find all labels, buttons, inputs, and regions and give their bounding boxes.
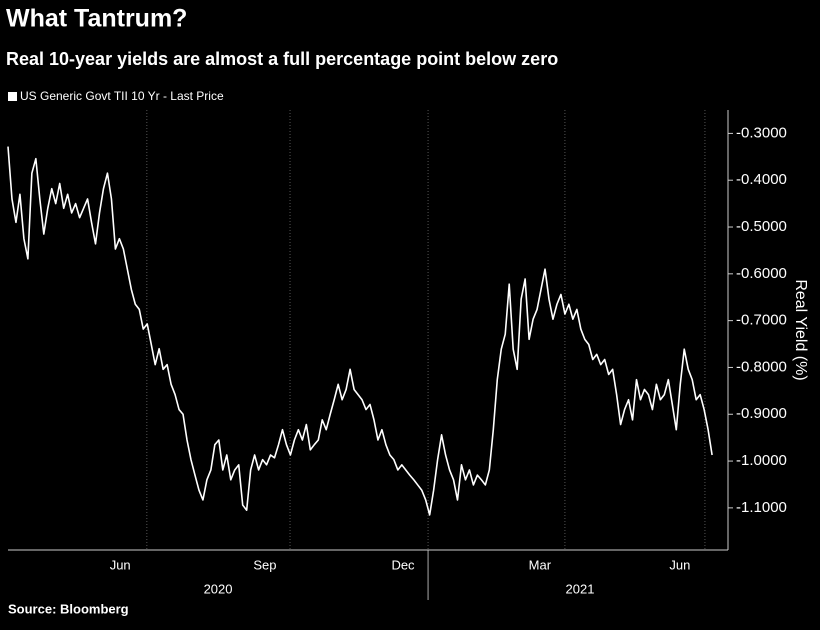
x-tick-label: Jun: [110, 557, 131, 572]
x-tick-label: Jun: [669, 557, 690, 572]
chart-subtitle: Real 10-year yields are almost a full pe…: [6, 49, 558, 69]
line: [7, 146, 713, 516]
y-tick-label: -1.1000: [736, 499, 787, 516]
chart-title: What Tantrum?: [6, 5, 187, 33]
y-tick-label: -1.0000: [736, 452, 787, 469]
y-tick-label: -0.6000: [736, 265, 787, 282]
y-tick-label: -0.8000: [736, 358, 787, 375]
legend-swatch: [8, 92, 17, 101]
year-label: 2021: [566, 581, 595, 596]
y-tick-label: -0.9000: [736, 405, 787, 422]
y-tick-label: -0.7000: [736, 312, 787, 329]
y-axis-label: Real Yield (%): [792, 279, 809, 380]
year-label: 2020: [204, 581, 233, 596]
y-tick-label: -0.4000: [736, 171, 787, 188]
x-tick-label: Mar: [529, 557, 552, 572]
x-tick-label: Sep: [253, 557, 276, 572]
legend-label: US Generic Govt TII 10 Yr - Last Price: [20, 89, 224, 103]
source: Source: Bloomberg: [8, 601, 129, 616]
x-tick-label: Dec: [391, 557, 415, 572]
y-tick-label: -0.3000: [736, 124, 787, 141]
y-tick-label: -0.5000: [736, 218, 787, 235]
